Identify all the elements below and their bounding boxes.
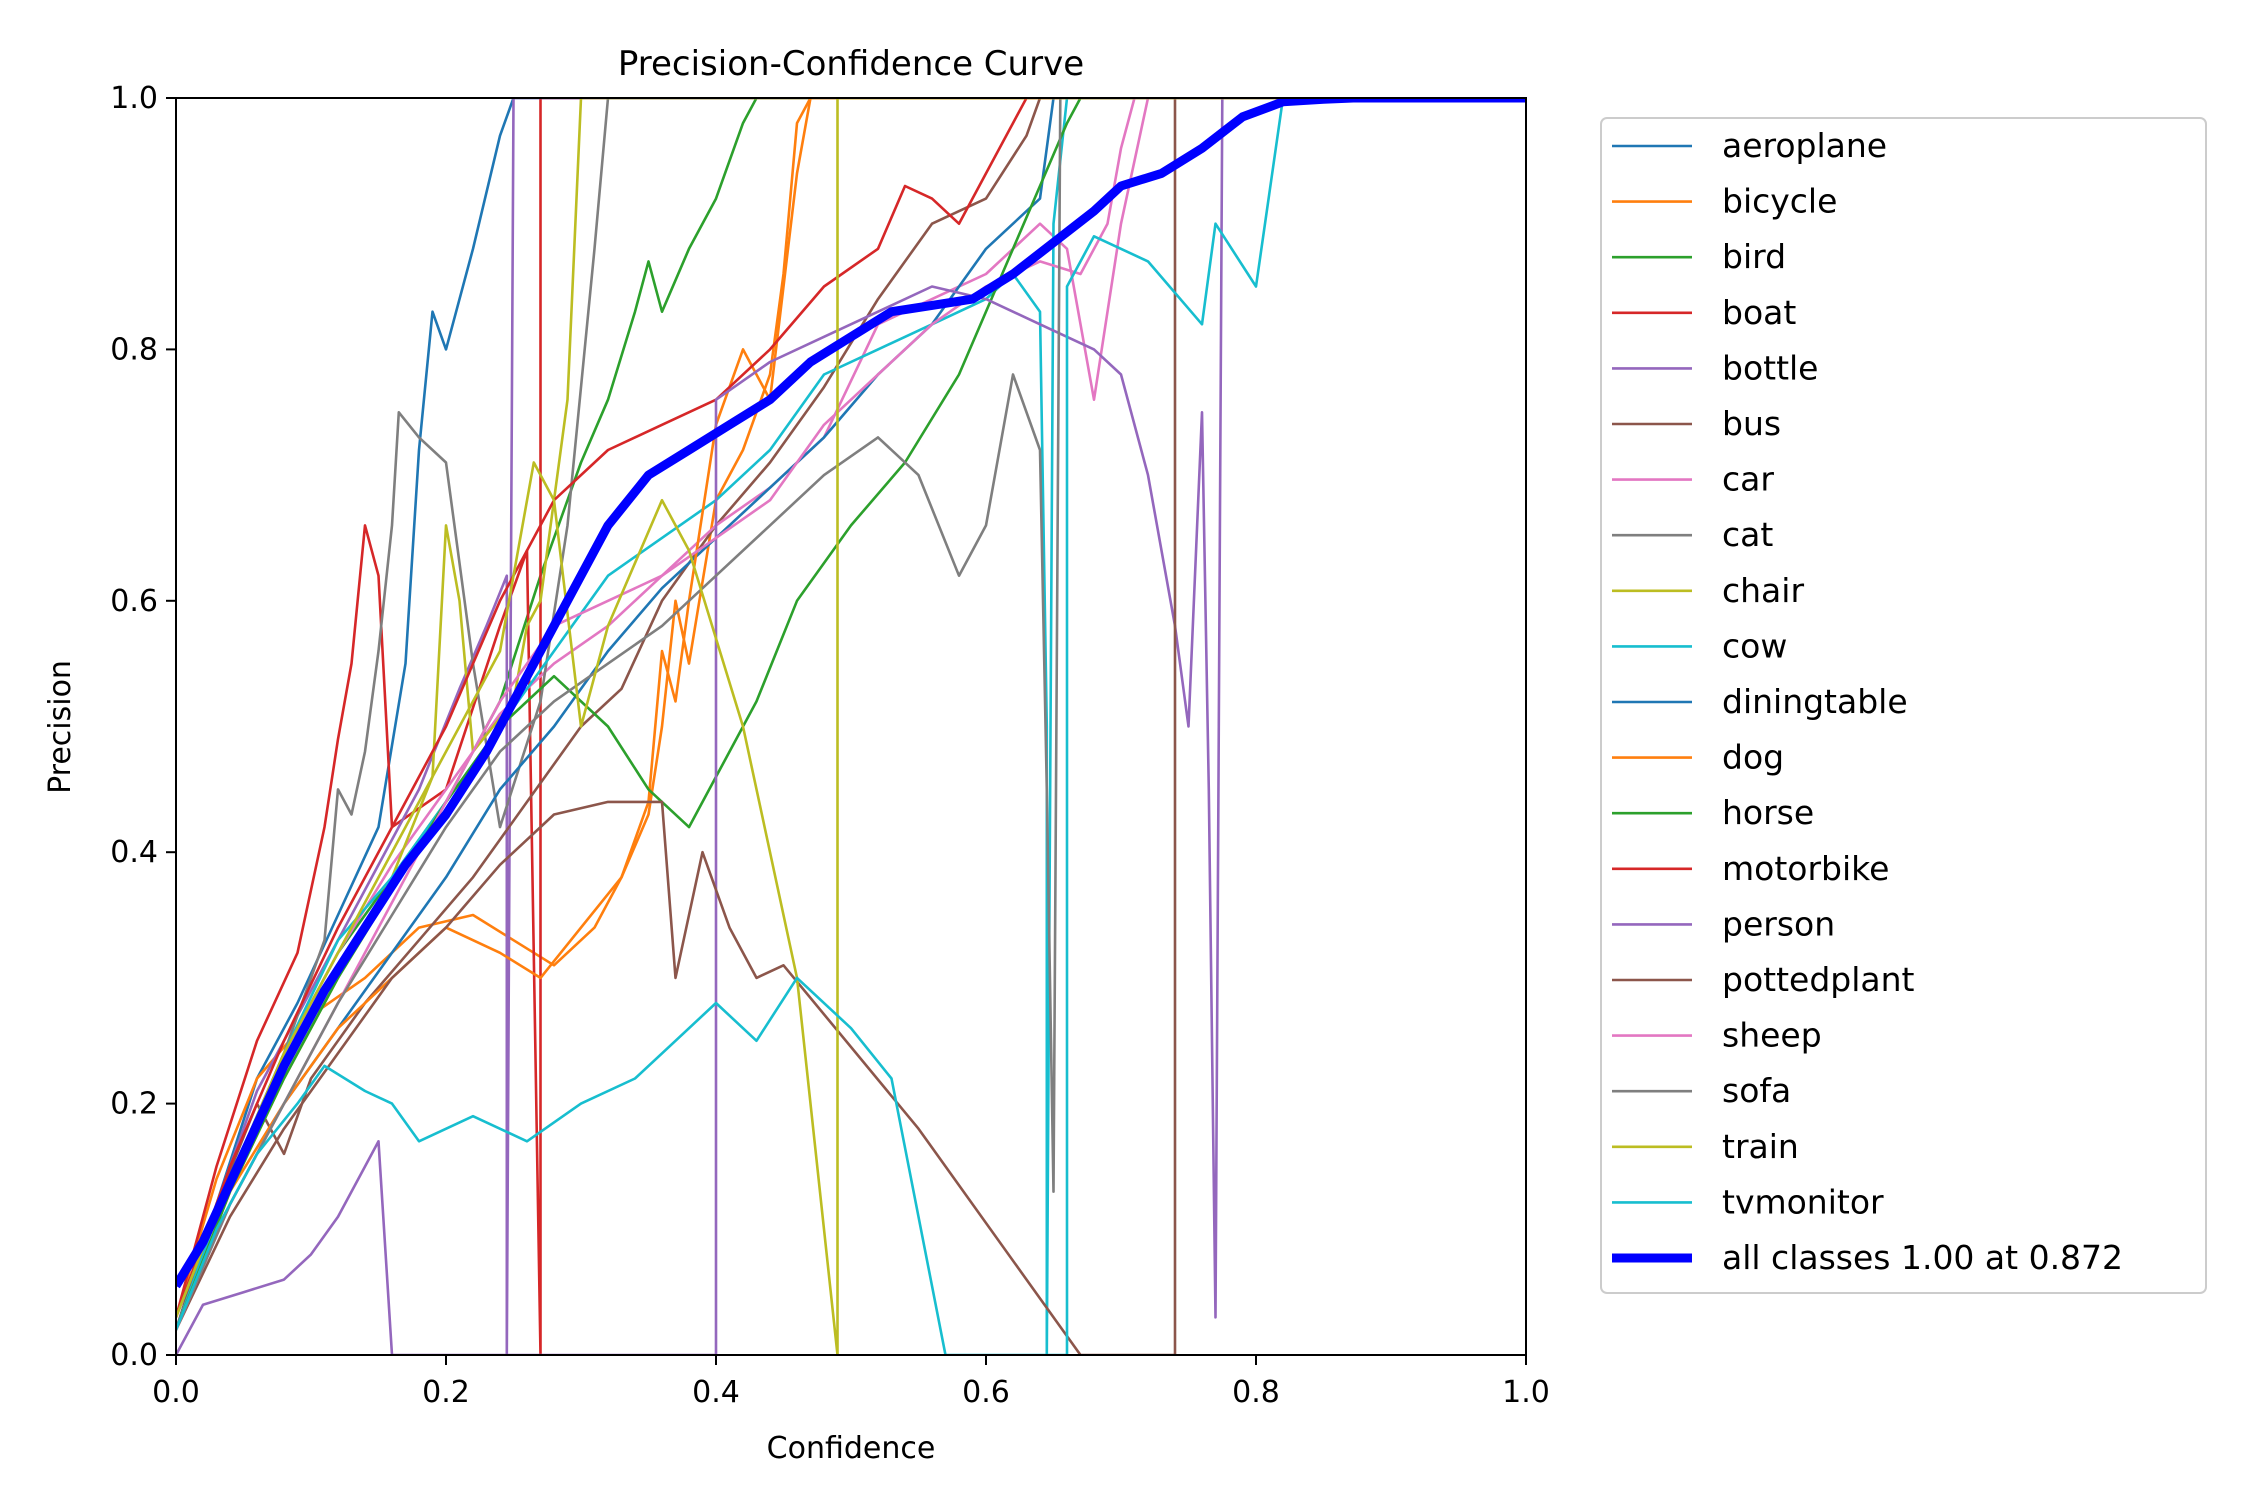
legend-entry: aeroplane <box>1722 126 1887 165</box>
series-line-bicycle <box>176 98 1526 1318</box>
x-axis: 0.0 0.2 0.4 0.6 0.8 1.0 <box>152 1355 1550 1410</box>
series-line-all <box>176 98 1526 1289</box>
legend-entry: pottedplant <box>1722 960 1915 999</box>
series-line-aeroplane <box>176 98 1526 1331</box>
plot-area <box>175 97 1527 1356</box>
y-tick-label: 0.4 <box>110 835 158 870</box>
x-axis-label: Confidence <box>767 1431 936 1466</box>
series-layer <box>176 98 1526 1355</box>
y-axis-label: Precision <box>43 660 78 794</box>
x-tick-label: 0.8 <box>1232 1375 1280 1410</box>
legend-entry: cow <box>1722 626 1787 665</box>
y-tick-label: 0.6 <box>110 584 158 619</box>
x-tick-label: 1.0 <box>1502 1375 1550 1410</box>
series-line-dog <box>176 98 1526 1331</box>
y-axis: 0.0 0.2 0.4 0.6 0.8 1.0 <box>110 81 176 1373</box>
legend-entry: chair <box>1722 571 1804 610</box>
y-tick-label: 1.0 <box>110 81 158 116</box>
x-tick-label: 0.2 <box>422 1375 470 1410</box>
series-line-pottedplant <box>176 98 1526 1355</box>
plot-frame <box>175 97 1527 1356</box>
series-line-person <box>176 98 1526 1355</box>
series-line-train <box>176 98 1526 1355</box>
legend-entry: boat <box>1722 293 1796 332</box>
series-line-cat <box>176 98 1526 1318</box>
legend-entry: person <box>1722 904 1835 943</box>
legend: aeroplane bicycle bird boat bottle bus car cat c… <box>1600 117 2207 1294</box>
legend-entry: car <box>1722 460 1774 499</box>
y-tick-label: 0.2 <box>110 1087 158 1122</box>
series-line-tvmonitor <box>176 98 1526 1355</box>
chart-title: Precision-Confidence Curve <box>618 44 1084 84</box>
legend-entry: horse <box>1722 793 1814 832</box>
legend-entry: all classes 1.00 at 0.872 <box>1722 1238 2123 1277</box>
legend-entry: sheep <box>1722 1016 1822 1055</box>
legend-entry: sofa <box>1722 1071 1791 1110</box>
series-line-boat <box>176 98 1526 1355</box>
y-tick-label: 0.8 <box>110 332 158 367</box>
x-tick-label: 0.6 <box>962 1375 1010 1410</box>
x-tick-label: 0.0 <box>152 1375 200 1410</box>
series-line-sheep <box>176 98 1526 1331</box>
y-tick-label: 0.0 <box>110 1338 158 1373</box>
legend-entry: bicycle <box>1722 182 1837 221</box>
x-tick-label: 0.4 <box>692 1375 740 1410</box>
legend-entry: cat <box>1722 515 1773 554</box>
legend-entry: bird <box>1722 237 1786 276</box>
series-line-cow <box>176 98 1526 1355</box>
legend-entry: bottle <box>1722 348 1819 387</box>
legend-entry: motorbike <box>1722 849 1889 888</box>
legend-entry: bus <box>1722 404 1781 443</box>
legend-entry: train <box>1722 1127 1799 1166</box>
legend-entry: dog <box>1722 738 1784 777</box>
legend-entry: tvmonitor <box>1722 1182 1884 1221</box>
legend-frame <box>1600 117 2207 1294</box>
legend-entry: diningtable <box>1722 682 1908 721</box>
series-line-sofa <box>176 98 1526 1331</box>
